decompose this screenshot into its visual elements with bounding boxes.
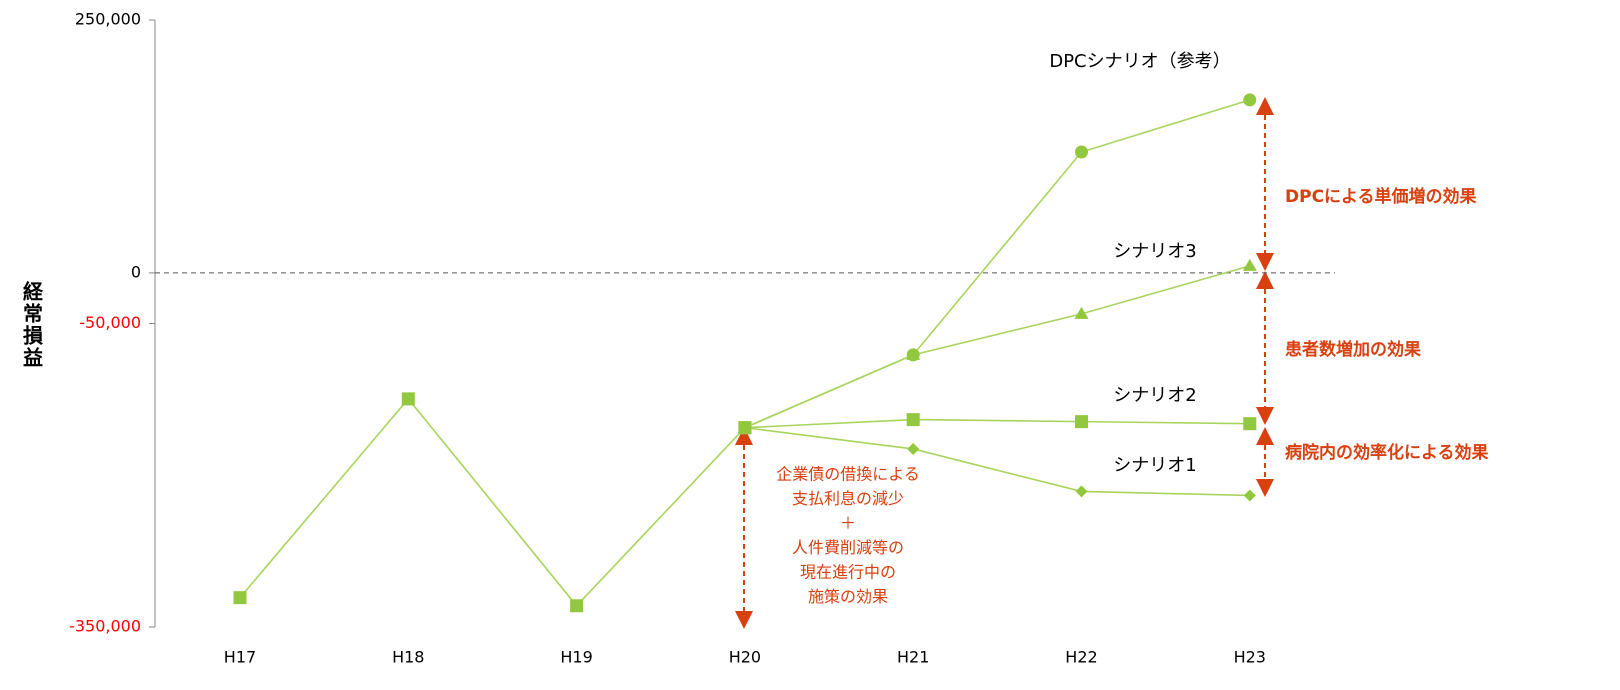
annotation: DPCによる単価増の効果	[1285, 186, 1477, 207]
x-tick-label: H19	[560, 648, 592, 667]
marker	[1075, 145, 1088, 159]
x-tick-label: H18	[392, 648, 424, 667]
annotation-line: 人件費削減等の	[792, 538, 904, 557]
series-line	[744, 426, 1250, 497]
x-tick-label: H23	[1234, 648, 1266, 667]
marker	[1074, 306, 1089, 319]
annotation: 病院内の効率化による効果	[1285, 442, 1489, 463]
marker	[738, 421, 752, 435]
x-tick-label: H21	[897, 648, 929, 667]
marker	[401, 392, 415, 406]
y-tick-label: -50,000	[79, 313, 141, 332]
marker	[1243, 417, 1257, 431]
arrows	[735, 97, 1274, 629]
marker	[1243, 489, 1256, 502]
annotation-line: 現在進行中の	[800, 563, 896, 582]
marker	[1243, 93, 1257, 107]
series-label: シナリオ1	[1113, 455, 1196, 476]
marker	[907, 442, 920, 455]
series-label: シナリオ2	[1113, 385, 1196, 406]
y-axis-title: 経常損益	[20, 280, 44, 369]
y-tick-label: 250,000	[75, 10, 141, 29]
annotation-line: 企業債の借換による	[776, 465, 920, 484]
marker	[906, 348, 920, 362]
series-line	[239, 397, 746, 607]
series-label: シナリオ3	[1113, 241, 1196, 262]
series-line	[744, 99, 1251, 429]
y-tick-label: 0	[131, 262, 141, 281]
marker	[906, 413, 920, 427]
x-tick-label: H22	[1065, 648, 1097, 667]
annotation-line: 施策の効果	[808, 587, 888, 606]
series-line	[744, 418, 1250, 429]
x-tick-label: H20	[729, 648, 761, 667]
x-tick-label: H17	[224, 648, 256, 667]
marker	[233, 591, 247, 605]
annotation-line: ＋	[840, 514, 856, 533]
marker	[1075, 415, 1088, 429]
marker	[1075, 485, 1088, 498]
marker	[570, 599, 584, 613]
marker	[1242, 258, 1257, 271]
annotation: 患者数増加の効果	[1285, 339, 1421, 360]
annotation-line: 支払利息の減少	[792, 489, 904, 508]
y-tick-label: -350,000	[69, 617, 141, 636]
series-label: DPCシナリオ（参考）	[1049, 51, 1230, 72]
